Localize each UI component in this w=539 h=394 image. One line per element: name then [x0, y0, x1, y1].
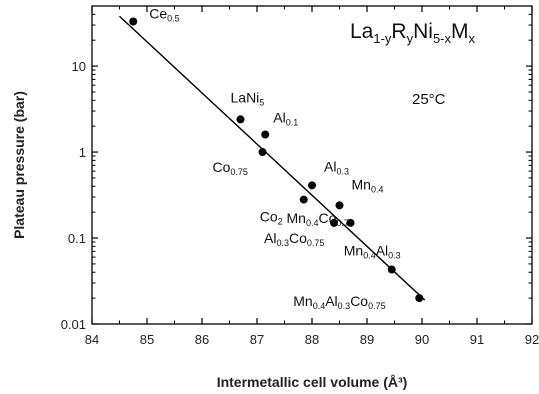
- data-point: [261, 130, 270, 139]
- label-subscript: 2: [278, 216, 283, 226]
- x-tick-label: 92: [525, 332, 539, 347]
- point-label: Co2: [260, 209, 283, 227]
- label-text: Mn: [352, 176, 371, 192]
- label-subscript: 5: [259, 97, 264, 107]
- formula-symbol: R: [391, 20, 406, 43]
- label-subscript: 0.3: [276, 238, 289, 248]
- label-subscript: 0.4: [313, 301, 326, 311]
- y-tick-label: 10: [72, 59, 86, 74]
- label-text: Al: [264, 230, 276, 246]
- data-point: [346, 218, 355, 227]
- x-tick-label: 87: [250, 332, 264, 347]
- label-subscript: 0.3: [336, 166, 349, 176]
- label-text: Al: [376, 243, 388, 259]
- formula-symbol: La: [350, 20, 374, 43]
- formula-symbol: M: [451, 20, 469, 43]
- data-point: [129, 17, 138, 26]
- temperature-annotation: 25°C: [412, 91, 446, 108]
- x-tick-label: 90: [415, 332, 429, 347]
- x-tick-label: 91: [470, 332, 484, 347]
- data-points: [129, 17, 424, 303]
- label-text: Mn: [344, 243, 363, 259]
- label-subscript: 0.4: [306, 218, 319, 228]
- point-label: Ce0.5: [149, 6, 179, 24]
- formula-symbol: Ni: [413, 20, 433, 43]
- data-point: [236, 115, 245, 124]
- label-subscript: 0.75: [230, 167, 248, 177]
- label-text: Al: [324, 158, 336, 174]
- y-tick-label: 0.01: [61, 317, 86, 332]
- data-point: [335, 201, 344, 210]
- point-label: Mn0.4Co0.75: [287, 210, 354, 228]
- data-point: [258, 148, 267, 157]
- formula-subscript: y: [407, 31, 414, 46]
- x-tick-label: 86: [195, 332, 209, 347]
- label-subscript: 0.75: [336, 218, 354, 228]
- label-text: Al: [325, 293, 337, 309]
- y-tick-label: 1: [79, 145, 86, 160]
- point-label: LaNi5: [231, 89, 265, 107]
- point-label: Al0.1: [273, 110, 298, 128]
- label-subscript: 0.4: [363, 250, 376, 260]
- label-subscript: 0.75: [368, 301, 386, 311]
- y-axis: 0.01 0.1 1 10: [61, 5, 532, 332]
- y-tick-label: 0.1: [68, 231, 86, 246]
- label-subscript: 0.75: [307, 238, 325, 248]
- label-text: Mn: [293, 293, 312, 309]
- point-label: Mn0.4Al0.3Co0.75: [293, 293, 385, 311]
- point-label: Mn0.4Al0.3: [344, 243, 401, 261]
- label-subscript: 0.4: [371, 184, 384, 194]
- label-subscript: 0.5: [167, 13, 180, 23]
- x-axis: 84 85 86 87 88 89 90 91 92: [85, 6, 539, 347]
- label-text: Co: [350, 293, 368, 309]
- point-label: Al0.3Co0.75: [264, 230, 324, 248]
- data-point: [415, 294, 424, 303]
- fit-line: [119, 15, 426, 301]
- label-text: Co: [289, 230, 307, 246]
- label-text: Ce: [149, 6, 167, 22]
- x-tick-label: 89: [360, 332, 374, 347]
- x-tick-label: 84: [85, 332, 99, 347]
- x-tick-label: 88: [305, 332, 319, 347]
- label-text: LaNi: [231, 89, 260, 105]
- point-label: Co0.75: [213, 159, 248, 177]
- formula-annotation: La1-yRyNi5-xMx: [350, 20, 476, 46]
- point-label: Al0.3: [324, 158, 349, 176]
- label-text: Co: [318, 210, 336, 226]
- label-subscript: 0.3: [338, 301, 351, 311]
- plot-frame: [91, 5, 533, 325]
- data-point: [308, 181, 316, 190]
- formula-subscript: x: [469, 31, 476, 46]
- data-point: [330, 218, 338, 227]
- data-point: [387, 265, 396, 274]
- x-axis-title: Intermetallic cell volume (Å³): [217, 374, 408, 390]
- formula-subscript: 5-x: [433, 31, 452, 46]
- data-point: [299, 195, 308, 204]
- y-axis-title: Plateau pressure (bar): [11, 91, 27, 239]
- x-tick-label: 85: [140, 332, 154, 347]
- label-subscript: 0.1: [286, 117, 299, 127]
- label-text: Al: [273, 110, 285, 126]
- label-text: Co: [213, 159, 231, 175]
- formula-subscript: 1-y: [373, 31, 392, 46]
- label-text: Mn: [287, 210, 306, 226]
- label-text: Co: [260, 209, 278, 225]
- label-subscript: 0.3: [388, 250, 401, 260]
- point-label: Mn0.4: [352, 176, 384, 194]
